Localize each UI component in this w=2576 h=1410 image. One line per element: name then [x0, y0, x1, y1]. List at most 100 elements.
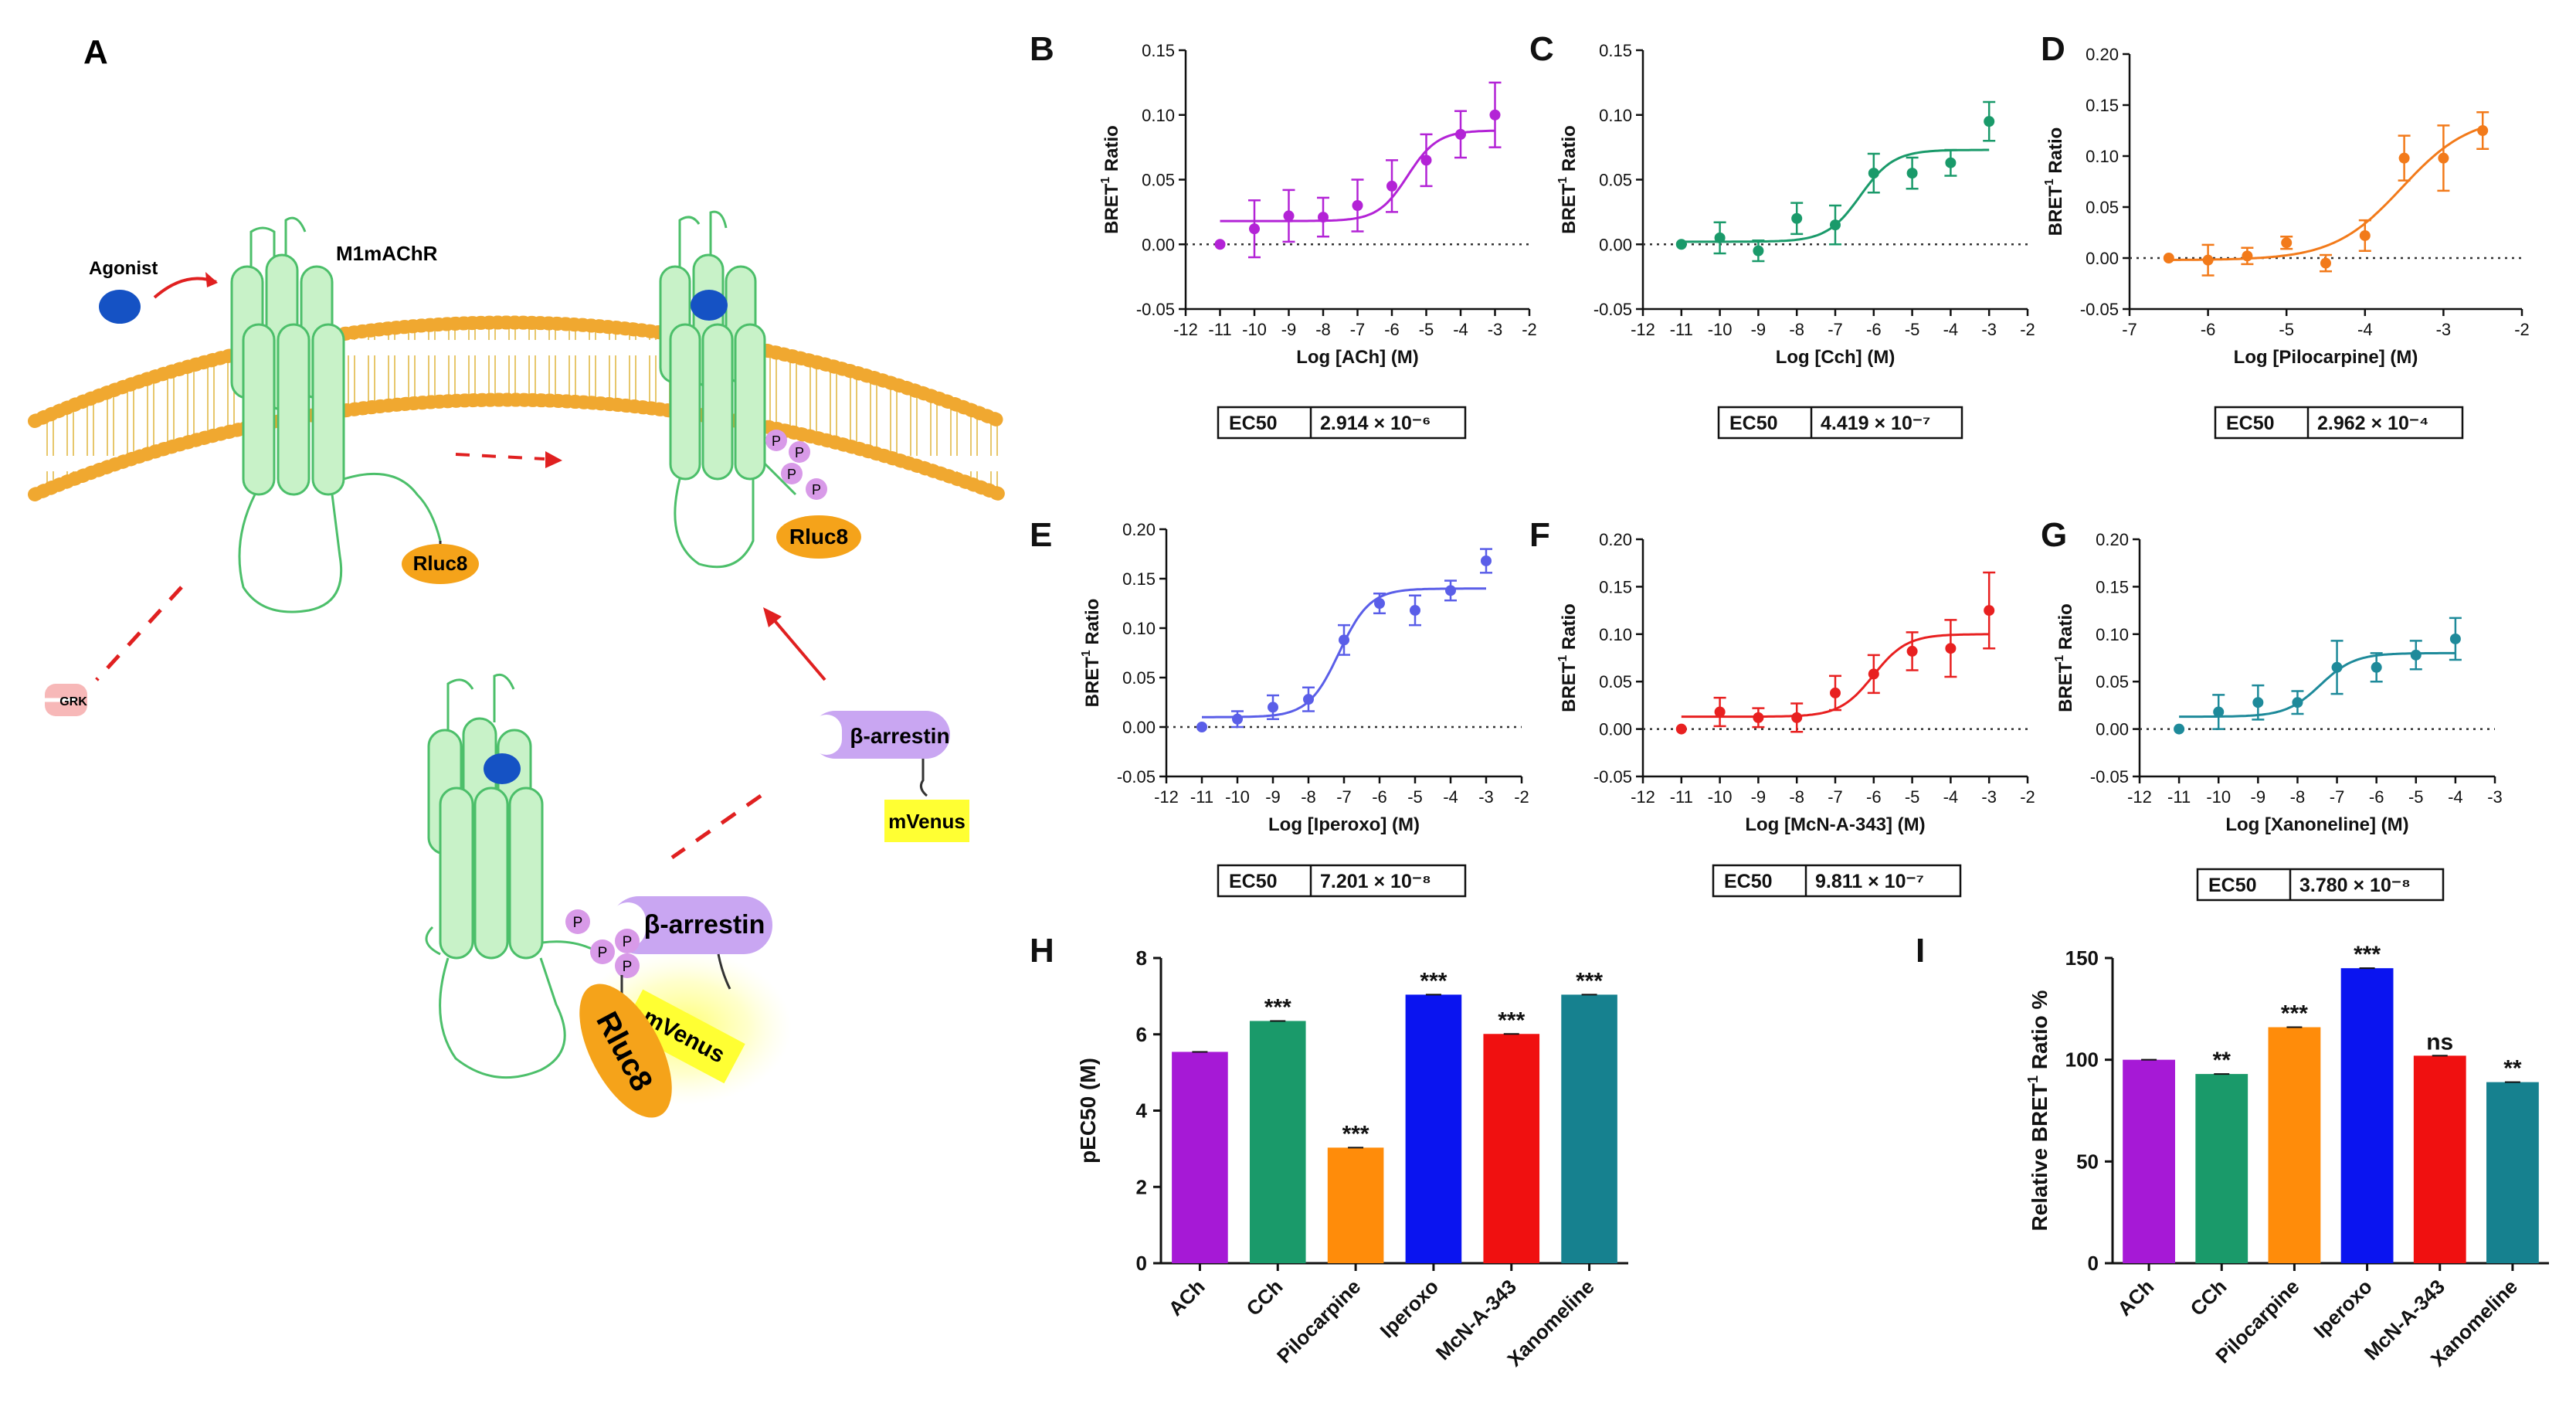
- chart-f-xtick-label: -4: [1943, 787, 1959, 807]
- chart-h-bar: [1249, 1021, 1306, 1263]
- chart-h-significance-label: ***: [1576, 968, 1603, 994]
- chart-c-ytick-label: 0.15: [1599, 41, 1632, 60]
- chart-f-ec50-label: EC50: [1724, 871, 1773, 892]
- chart-d-ec50-box: [2214, 406, 2464, 440]
- chart-d-ylabel-main: BRET: [2045, 185, 2066, 236]
- chart-g-xtick-label: -11: [2167, 787, 2191, 807]
- chart-f-xtick-label: -7: [1828, 787, 1843, 807]
- chart-b-data-point: [1489, 109, 1501, 121]
- chart-f-xtick-label: -12: [1631, 787, 1655, 807]
- chart-h-category-label: ACh: [1164, 1275, 1210, 1320]
- chart-c-xtick-label: -6: [1866, 320, 1882, 339]
- mvenus-label-free: mVenus: [888, 810, 966, 833]
- chart-h-significance-label: ***: [1420, 968, 1447, 994]
- chart-c-data-point: [1714, 232, 1726, 243]
- panel-letter-h: H: [1030, 932, 1054, 970]
- chart-g-data-point: [2449, 633, 2461, 644]
- chart-g-data-point: [2174, 723, 2185, 735]
- chart-h-category-label: Iperoxo: [1376, 1275, 1444, 1343]
- chart-e-x-axis-label: Log [Iperoxo] (M): [1268, 814, 1420, 835]
- chart-b-ytick-label: 0.15: [1142, 41, 1175, 60]
- chart-h-bar: [1483, 1034, 1540, 1263]
- chart-g-data-point: [2252, 697, 2264, 708]
- chart-c-ytick-label: 0.10: [1599, 106, 1632, 125]
- bound-agonist-1: [691, 290, 728, 321]
- chart-c-ytick-label: -0.05: [1593, 300, 1632, 319]
- chart-e-ec50-box: [1217, 864, 1467, 898]
- chart-h-category-label: CCh: [1241, 1275, 1287, 1320]
- panel-letter-f: F: [1529, 516, 1550, 554]
- charts-layer: B-0.050.000.050.100.15-12 -11 -10 -9 -8 -7 -6-…: [1030, 30, 2549, 1371]
- beta-arrestin-label-bound: β-arrestin: [644, 910, 765, 939]
- chart-g-x-axis-label: Log [Xanoneline] (M): [2225, 814, 2408, 835]
- chart-g-ytick-label: 0.15: [2096, 577, 2129, 596]
- chart-d-xtick-label: -7: [2122, 320, 2137, 339]
- chart-e-data-point: [1410, 604, 1420, 616]
- chart-i-category-label: ACh: [2113, 1275, 2158, 1320]
- chart-h-ylabel-main: pEC50 (M): [1076, 1058, 1100, 1164]
- chart-b-xtick-label: -3: [1488, 320, 1503, 339]
- chart-h-category-label: Pilocarpine: [1272, 1275, 1365, 1368]
- chart-g-ylabel-main: BRET: [2055, 661, 2076, 712]
- chart-f-ylabel-tail: Ratio: [1559, 603, 1580, 655]
- chart-g-ytick-label: 0.10: [2096, 625, 2129, 644]
- chart-e: E-0.050.000.050.100.150.20-12 -11 -10 -9 -8-…: [1030, 516, 1529, 898]
- chart-c-xtick-label: -11: [1670, 320, 1693, 339]
- chart-f-xtick-label: -10: [1708, 787, 1733, 807]
- chart-e-xtick-label: -3: [1478, 787, 1494, 807]
- chart-f-ec50-value: 9.811 × 10⁻⁷: [1815, 871, 1924, 892]
- chart-h-bar: [1561, 994, 1617, 1263]
- panel-letter-e: E: [1030, 516, 1052, 554]
- svg-text:P: P: [772, 433, 781, 449]
- chart-g-data-point: [2331, 661, 2343, 673]
- chart-c-data-point: [1945, 157, 1957, 168]
- chart-e-data-point: [1339, 634, 1349, 646]
- chart-i-bar: [2123, 1059, 2175, 1263]
- receptor-label: M1mAChR: [336, 242, 438, 265]
- chart-g-ytick-label: 0.05: [2096, 672, 2129, 691]
- chart-h-ytick-label: 6: [1136, 1023, 1147, 1046]
- chart-d-ylabel-sup: 1: [2043, 178, 2056, 185]
- chart-b-ylabel-tail: Ratio: [1101, 125, 1122, 177]
- mvenus-bound: [622, 989, 745, 1084]
- chart-b-data-point: [1455, 128, 1466, 140]
- chart-i-significance-label: ns: [2426, 1029, 2453, 1055]
- chart-d-data-point: [2438, 152, 2449, 164]
- chart-h-ytick-label: 8: [1136, 946, 1147, 970]
- chart-g-xtick-label: -3: [2487, 787, 2503, 807]
- chart-i-ylabel-main: Relative BRET: [2028, 1083, 2052, 1231]
- bound-agonist-2: [484, 753, 521, 784]
- chart-b-xtick-label: -6: [1384, 320, 1400, 339]
- chart-b-xtick-label: -2: [1522, 320, 1537, 339]
- chart-g-xtick-label: -10: [2206, 787, 2231, 807]
- chart-b-data-point: [1352, 200, 1363, 211]
- chart-d-x-axis-label: Log [Pilocarpine] (M): [2234, 347, 2418, 368]
- chart-f-ytick-label: 0.15: [1599, 577, 1632, 596]
- chart-e-xtick-label: -10: [1225, 787, 1250, 807]
- chart-d-ytick-label: 0.15: [2086, 96, 2119, 115]
- chart-b-ec50-value: 2.914 × 10⁻⁶: [1320, 413, 1431, 434]
- chart-c-data-point: [1830, 219, 1841, 231]
- chart-b-data-point: [1420, 155, 1432, 166]
- chart-g-xtick-label: -8: [2290, 787, 2306, 807]
- chart-e-xtick-label: -12: [1154, 787, 1179, 807]
- chart-b-ec50-label: EC50: [1229, 413, 1278, 434]
- chart-d-data-point: [2477, 125, 2489, 136]
- panel-letter-a: A: [83, 33, 108, 71]
- chart-i-ytick-label: 100: [2065, 1048, 2099, 1072]
- chart-i-significance-label: **: [2213, 1048, 2232, 1073]
- beta-arrestin-bound: [610, 896, 772, 954]
- chart-c-data-point: [1868, 168, 1879, 179]
- beta-arrestin-label-free: β-arrestin: [850, 724, 949, 748]
- chart-f-data-point: [1753, 712, 1764, 723]
- chart-g-ec50-label: EC50: [2208, 875, 2257, 896]
- chart-f-xtick-label: -2: [2020, 787, 2035, 807]
- chart-c-ylabel-main: BRET: [1559, 183, 1580, 234]
- chart-h-bar: [1405, 994, 1462, 1263]
- chart-c-data-point: [1906, 168, 1918, 179]
- chart-b: B-0.050.000.050.100.15-12 -11 -10 -9 -8 -7 -6-…: [1030, 30, 1537, 440]
- chart-i-significance-label: ***: [2354, 942, 2381, 967]
- chart-f-ytick-label: 0.10: [1599, 625, 1632, 644]
- chart-c-ytick-label: 0.00: [1599, 235, 1632, 254]
